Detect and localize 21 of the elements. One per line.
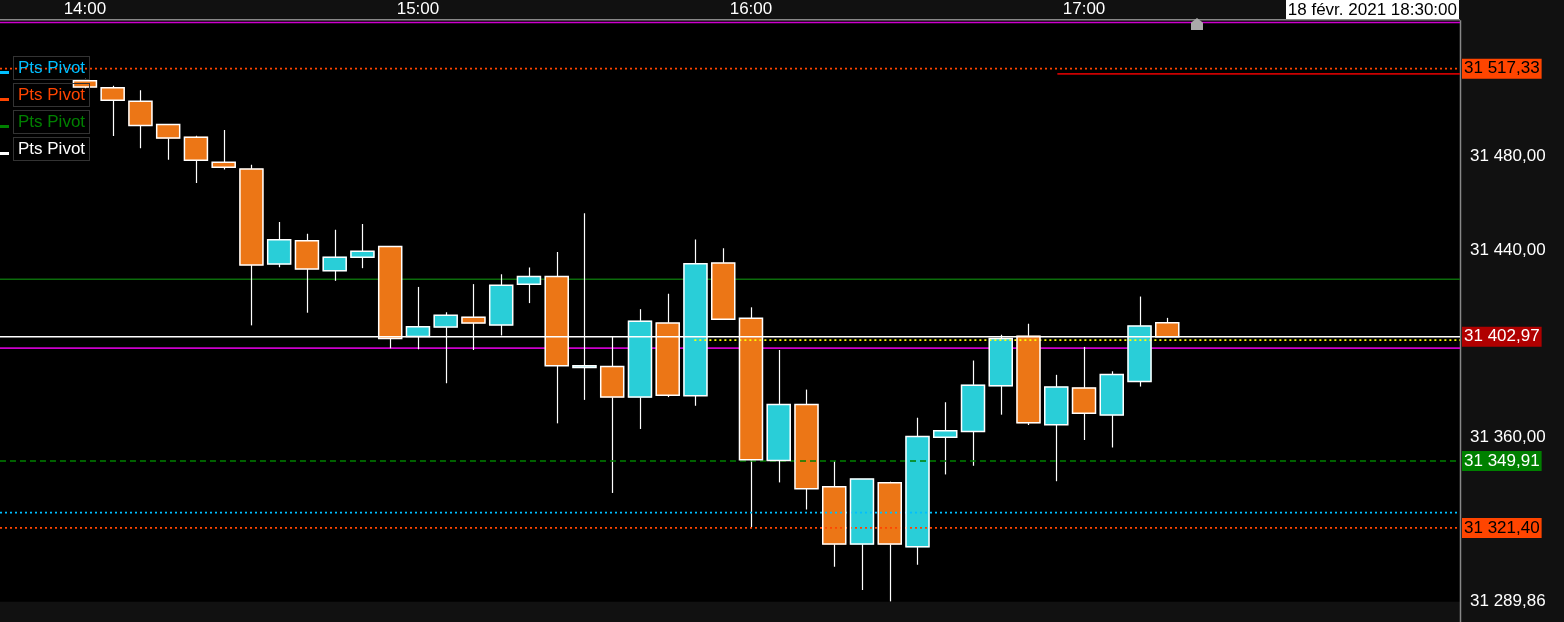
x-tick-label: 15:00 (396, 0, 440, 18)
text: 18 févr. 2021 18:30:00 (1285, 0, 1459, 19)
candlestick (350, 223, 375, 269)
legend-label: Pts Pivot (13, 83, 91, 107)
y-tick-label: 31 360,00 (1470, 427, 1546, 447)
candlestick (932, 401, 958, 476)
y-tick-label: 31 480,00 (1470, 145, 1546, 165)
candlestick (322, 229, 347, 282)
x-tick-label: 16:00 (729, 0, 773, 18)
candlestick (211, 129, 236, 171)
legend-label: Pts Pivot (13, 137, 91, 161)
legend-label: Pts Pivot (13, 110, 91, 134)
x-tick-label: 17:00 (1062, 0, 1106, 18)
data-label: 31 321,40 (1464, 517, 1540, 537)
legend-label: Pts Pivot (13, 56, 91, 80)
data-label: 31 349,91 (1464, 450, 1540, 470)
x-tick-label: 14:00 (63, 0, 107, 18)
data-label: 31 402,97 (1464, 326, 1540, 346)
ref-line-label: 31 517,33 (1464, 58, 1540, 78)
y-tick-label: 31 440,00 (1470, 239, 1546, 259)
y-tick-label: 31 289,86 (1470, 591, 1546, 611)
